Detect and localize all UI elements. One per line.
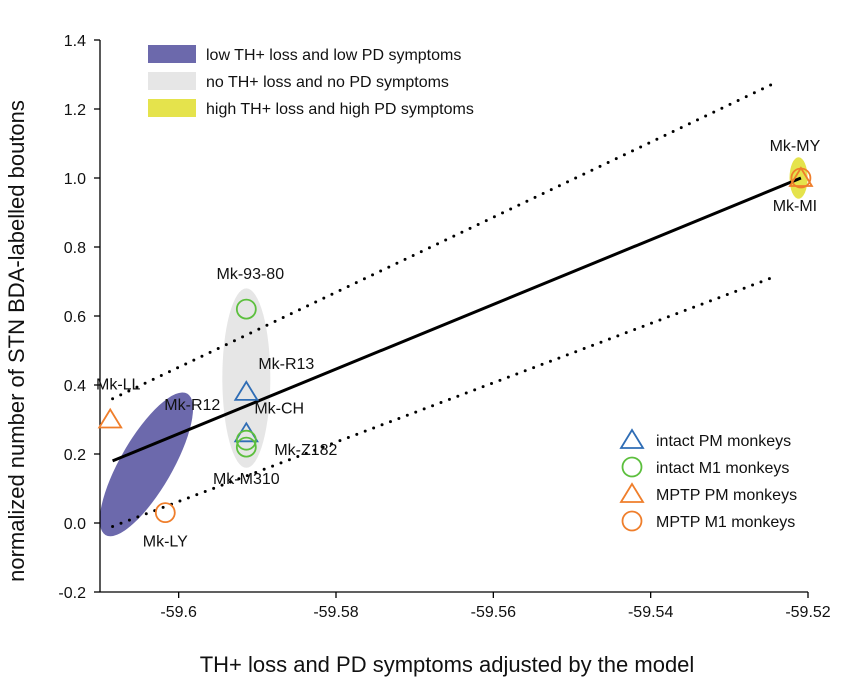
marker-legend-symbol-3: [621, 510, 643, 532]
y-tick-label: -0.2: [58, 585, 86, 602]
x-tick-label: -59.58: [313, 604, 358, 621]
regression-line: [112, 176, 802, 463]
data-point-mk-z182: [235, 429, 257, 451]
y-tick-label: 0.4: [64, 378, 86, 395]
group-legend-label-0: low TH+ loss and low PD symptoms: [206, 47, 461, 64]
data-point-mk-93-80: [235, 298, 257, 320]
point-label-mk-ll: Mk-LL: [96, 377, 141, 394]
y-tick-label: 1.0: [64, 171, 86, 188]
marker-legend-symbol-2: [619, 482, 645, 503]
lower-confidence-bound: [111, 276, 773, 528]
point-label-mk-ly: Mk-LY: [143, 534, 188, 551]
data-point-mk-r13: [233, 380, 259, 401]
x-tick-label: -59.52: [785, 604, 830, 621]
data-point-mk-ll: [97, 407, 123, 429]
point-label-mk-m310: Mk-M310: [213, 471, 280, 488]
group-ellipse-0: [99, 392, 194, 537]
x-tick-label: -59.6: [160, 604, 197, 621]
point-label-mk-93-80: Mk-93-80: [217, 266, 285, 283]
y-tick-label: 1.4: [64, 33, 86, 50]
point-label-mk-ch: Mk-CH: [254, 400, 304, 417]
data-point-mk-m310: [235, 436, 257, 458]
marker-legend-label-0: intact PM monkeys: [656, 433, 791, 450]
group-legend-swatch-0: [148, 45, 196, 63]
point-label-mk-z182: Mk-Z182: [274, 442, 337, 459]
marker-legend-symbol-1: [621, 456, 643, 478]
point-label-mk-my: Mk-MY: [770, 138, 821, 155]
point-label-mk-r12: Mk-R12: [164, 397, 220, 414]
y-tick-label: 0.2: [64, 447, 86, 464]
data-point-mk-my: [788, 166, 814, 187]
group-legend-swatch-1: [148, 72, 196, 90]
x-tick-label: -59.56: [471, 604, 516, 621]
y-axis-title: normalized number of STN BDA-labelled bo…: [4, 100, 29, 582]
group-legend-label-2: high TH+ loss and high PD symptoms: [206, 101, 474, 118]
marker-legend-label-1: intact M1 monkeys: [656, 460, 789, 477]
y-tick-label: 0.6: [64, 309, 86, 326]
data-point-mk-ly: [154, 502, 176, 524]
marker-legend-label-2: MPTP PM monkeys: [656, 487, 797, 504]
x-axis-title: TH+ loss and PD symptoms adjusted by the…: [200, 652, 695, 677]
data-point-mk-mi: [790, 167, 812, 189]
y-tick-label: 0.0: [64, 516, 86, 533]
point-label-mk-mi: Mk-MI: [773, 198, 817, 215]
group-legend-label-1: no TH+ loss and no PD symptoms: [206, 74, 449, 91]
group-legend-swatch-2: [148, 99, 196, 117]
marker-legend-label-3: MPTP M1 monkeys: [656, 514, 795, 531]
marker-legend-symbol-0: [619, 428, 645, 449]
y-tick-label: 1.2: [64, 102, 86, 119]
point-label-mk-r13: Mk-R13: [258, 356, 314, 373]
x-tick-label: -59.54: [628, 604, 673, 621]
upper-confidence-bound: [111, 83, 773, 401]
y-tick-label: 0.8: [64, 240, 86, 257]
group-ellipse-1: [222, 288, 271, 468]
